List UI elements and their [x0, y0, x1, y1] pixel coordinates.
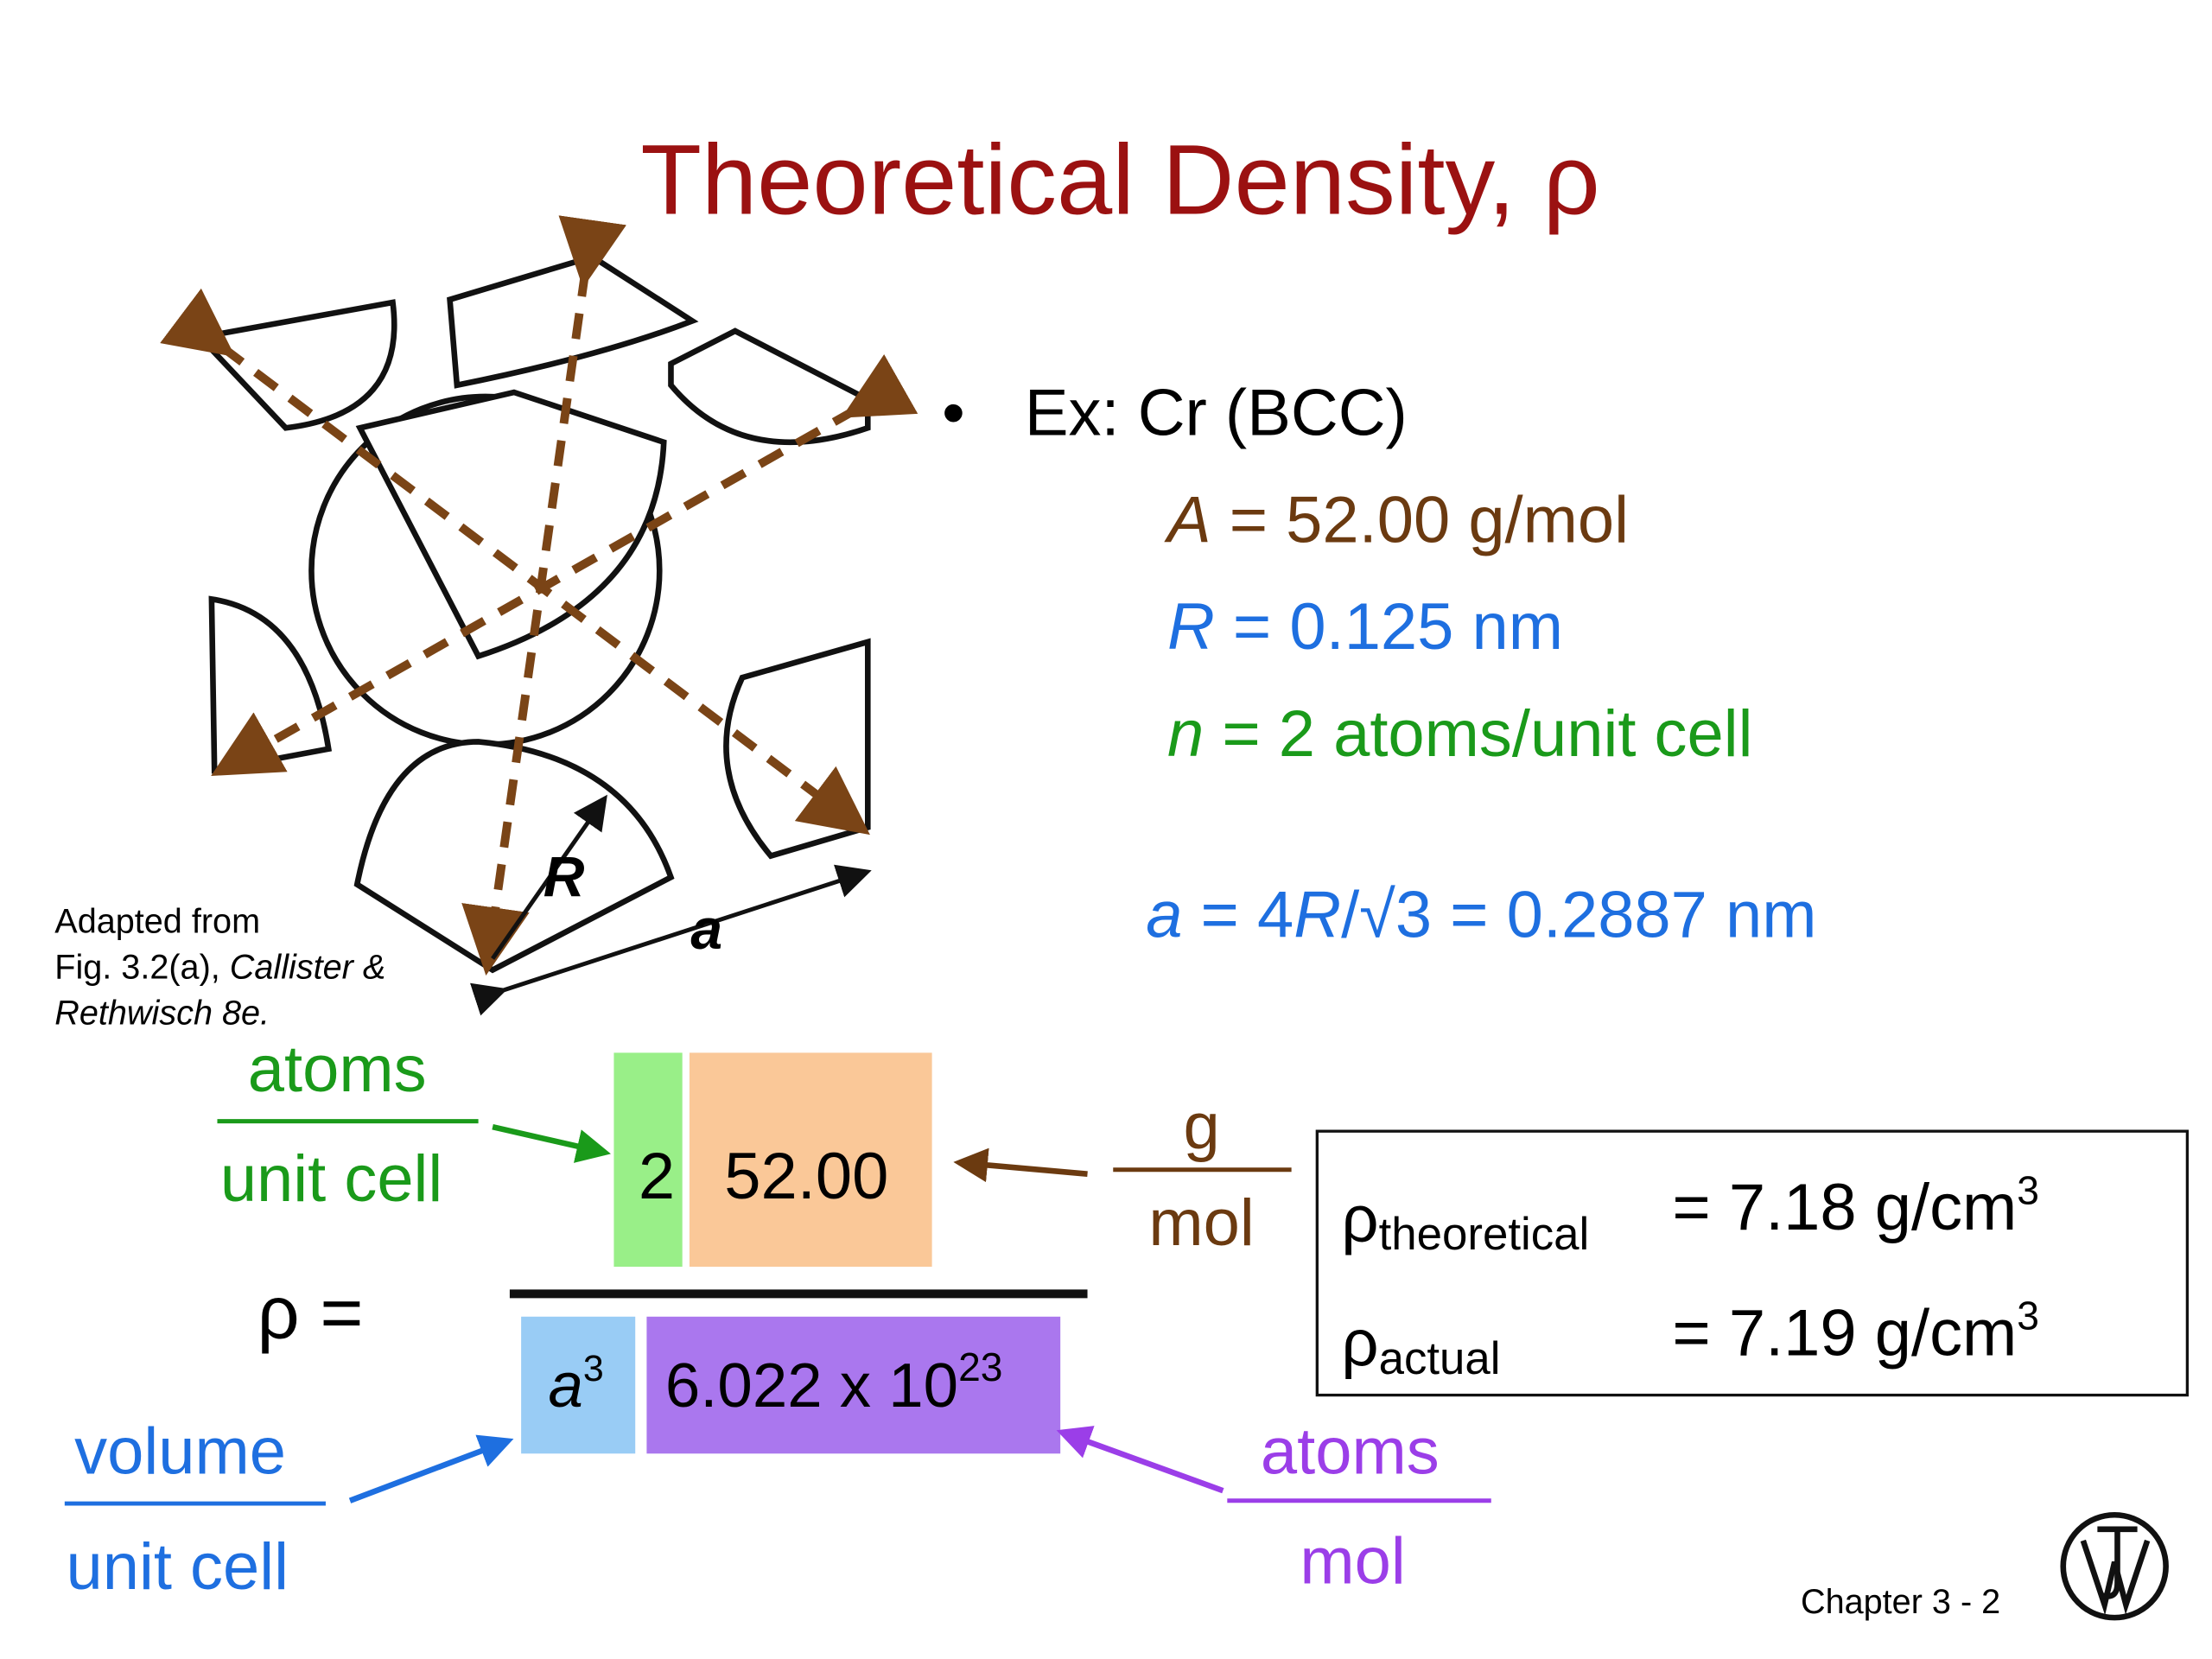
label-a: a	[690, 897, 722, 961]
caption-line: Adapted from	[54, 903, 260, 941]
unit: atoms	[1261, 1414, 1440, 1488]
val: /√3 = 0.2887 nm	[1341, 879, 1816, 952]
val: = 7.19 g/cm	[1672, 1296, 2017, 1370]
caption-text: Callister &	[230, 949, 385, 987]
val: = 52.00 g/mol	[1211, 483, 1629, 556]
numerator: 2	[639, 1140, 675, 1213]
params: A = 52.00 g/mol R = 0.125 nm n = 2 atoms…	[1146, 483, 1816, 951]
unit: unit cell	[220, 1142, 442, 1216]
exp: 23	[958, 1344, 1002, 1389]
param: R = 0.125 nm	[1167, 590, 1563, 664]
lattice: a = 4R/√3 = 0.2887 nm	[1146, 879, 1816, 952]
exp: 3	[583, 1348, 604, 1389]
val: 6.022 x 10	[665, 1351, 958, 1421]
sub: theoretical	[1379, 1209, 1590, 1260]
numerator: 52.00	[724, 1140, 888, 1213]
title: Theoretical Density, ρ	[640, 124, 1599, 236]
results-box: ρtheoretical = 7.18 g/cm3 ρactual = 7.19…	[1315, 1129, 2190, 1397]
param: A = 52.00 g/mol	[1164, 483, 1629, 556]
unit: atoms	[248, 1033, 427, 1106]
unit: volume	[74, 1414, 286, 1488]
result: ρtheoretical	[1341, 1182, 1589, 1260]
unit: mol	[1148, 1186, 1254, 1260]
var: A	[1164, 483, 1211, 556]
result: = 7.19 g/cm3	[1672, 1294, 2039, 1370]
exp: 3	[2017, 1294, 2039, 1338]
val: = 7.18 g/cm	[1672, 1171, 2017, 1244]
unit: g	[1183, 1090, 1219, 1163]
unit: mol	[1300, 1525, 1405, 1599]
result: ρactual	[1341, 1306, 1500, 1384]
units: atoms unit cell g mol volume unit cell a…	[64, 1033, 1491, 1604]
sub: actual	[1379, 1333, 1501, 1384]
symbol: ρ	[1341, 1182, 1378, 1255]
denominator: a3	[548, 1348, 603, 1421]
lhs: ρ =	[257, 1272, 364, 1355]
label-r: R	[543, 844, 585, 908]
var: R	[1294, 879, 1341, 952]
var: a	[548, 1351, 582, 1421]
unit: unit cell	[67, 1530, 289, 1604]
caption: Adapted from Fig. 3.2(a), Callister & Re…	[54, 903, 385, 1033]
var: n	[1167, 697, 1204, 771]
val: = 4	[1182, 879, 1294, 952]
caption-text: Fig. 3.2(a),	[54, 949, 230, 987]
bullet: Ex: Cr (BCC)	[1025, 377, 1408, 450]
logo	[2060, 1511, 2169, 1621]
param: n = 2 atoms/unit cell	[1167, 697, 1752, 771]
val: = 0.125 nm	[1215, 590, 1563, 664]
equation: 2 52.00 ρ = a3 6.022 x 1023	[257, 1052, 1088, 1454]
bullet-dot: •	[942, 377, 965, 450]
var: R	[1167, 590, 1215, 664]
var: a	[1146, 879, 1182, 952]
bcc-figure: R a	[160, 215, 918, 1016]
footer: Chapter 3 - 2	[1801, 1583, 2000, 1621]
caption-line: Rethwisch 8e.	[54, 994, 270, 1032]
symbol: ρ	[1341, 1306, 1378, 1380]
denominator: 6.022 x 1023	[665, 1344, 1003, 1421]
result: = 7.18 g/cm3	[1672, 1167, 2039, 1244]
caption-line: Fig. 3.2(a), Callister &	[54, 949, 385, 987]
val: = 2 atoms/unit cell	[1204, 697, 1752, 771]
exp: 3	[2017, 1167, 2039, 1212]
